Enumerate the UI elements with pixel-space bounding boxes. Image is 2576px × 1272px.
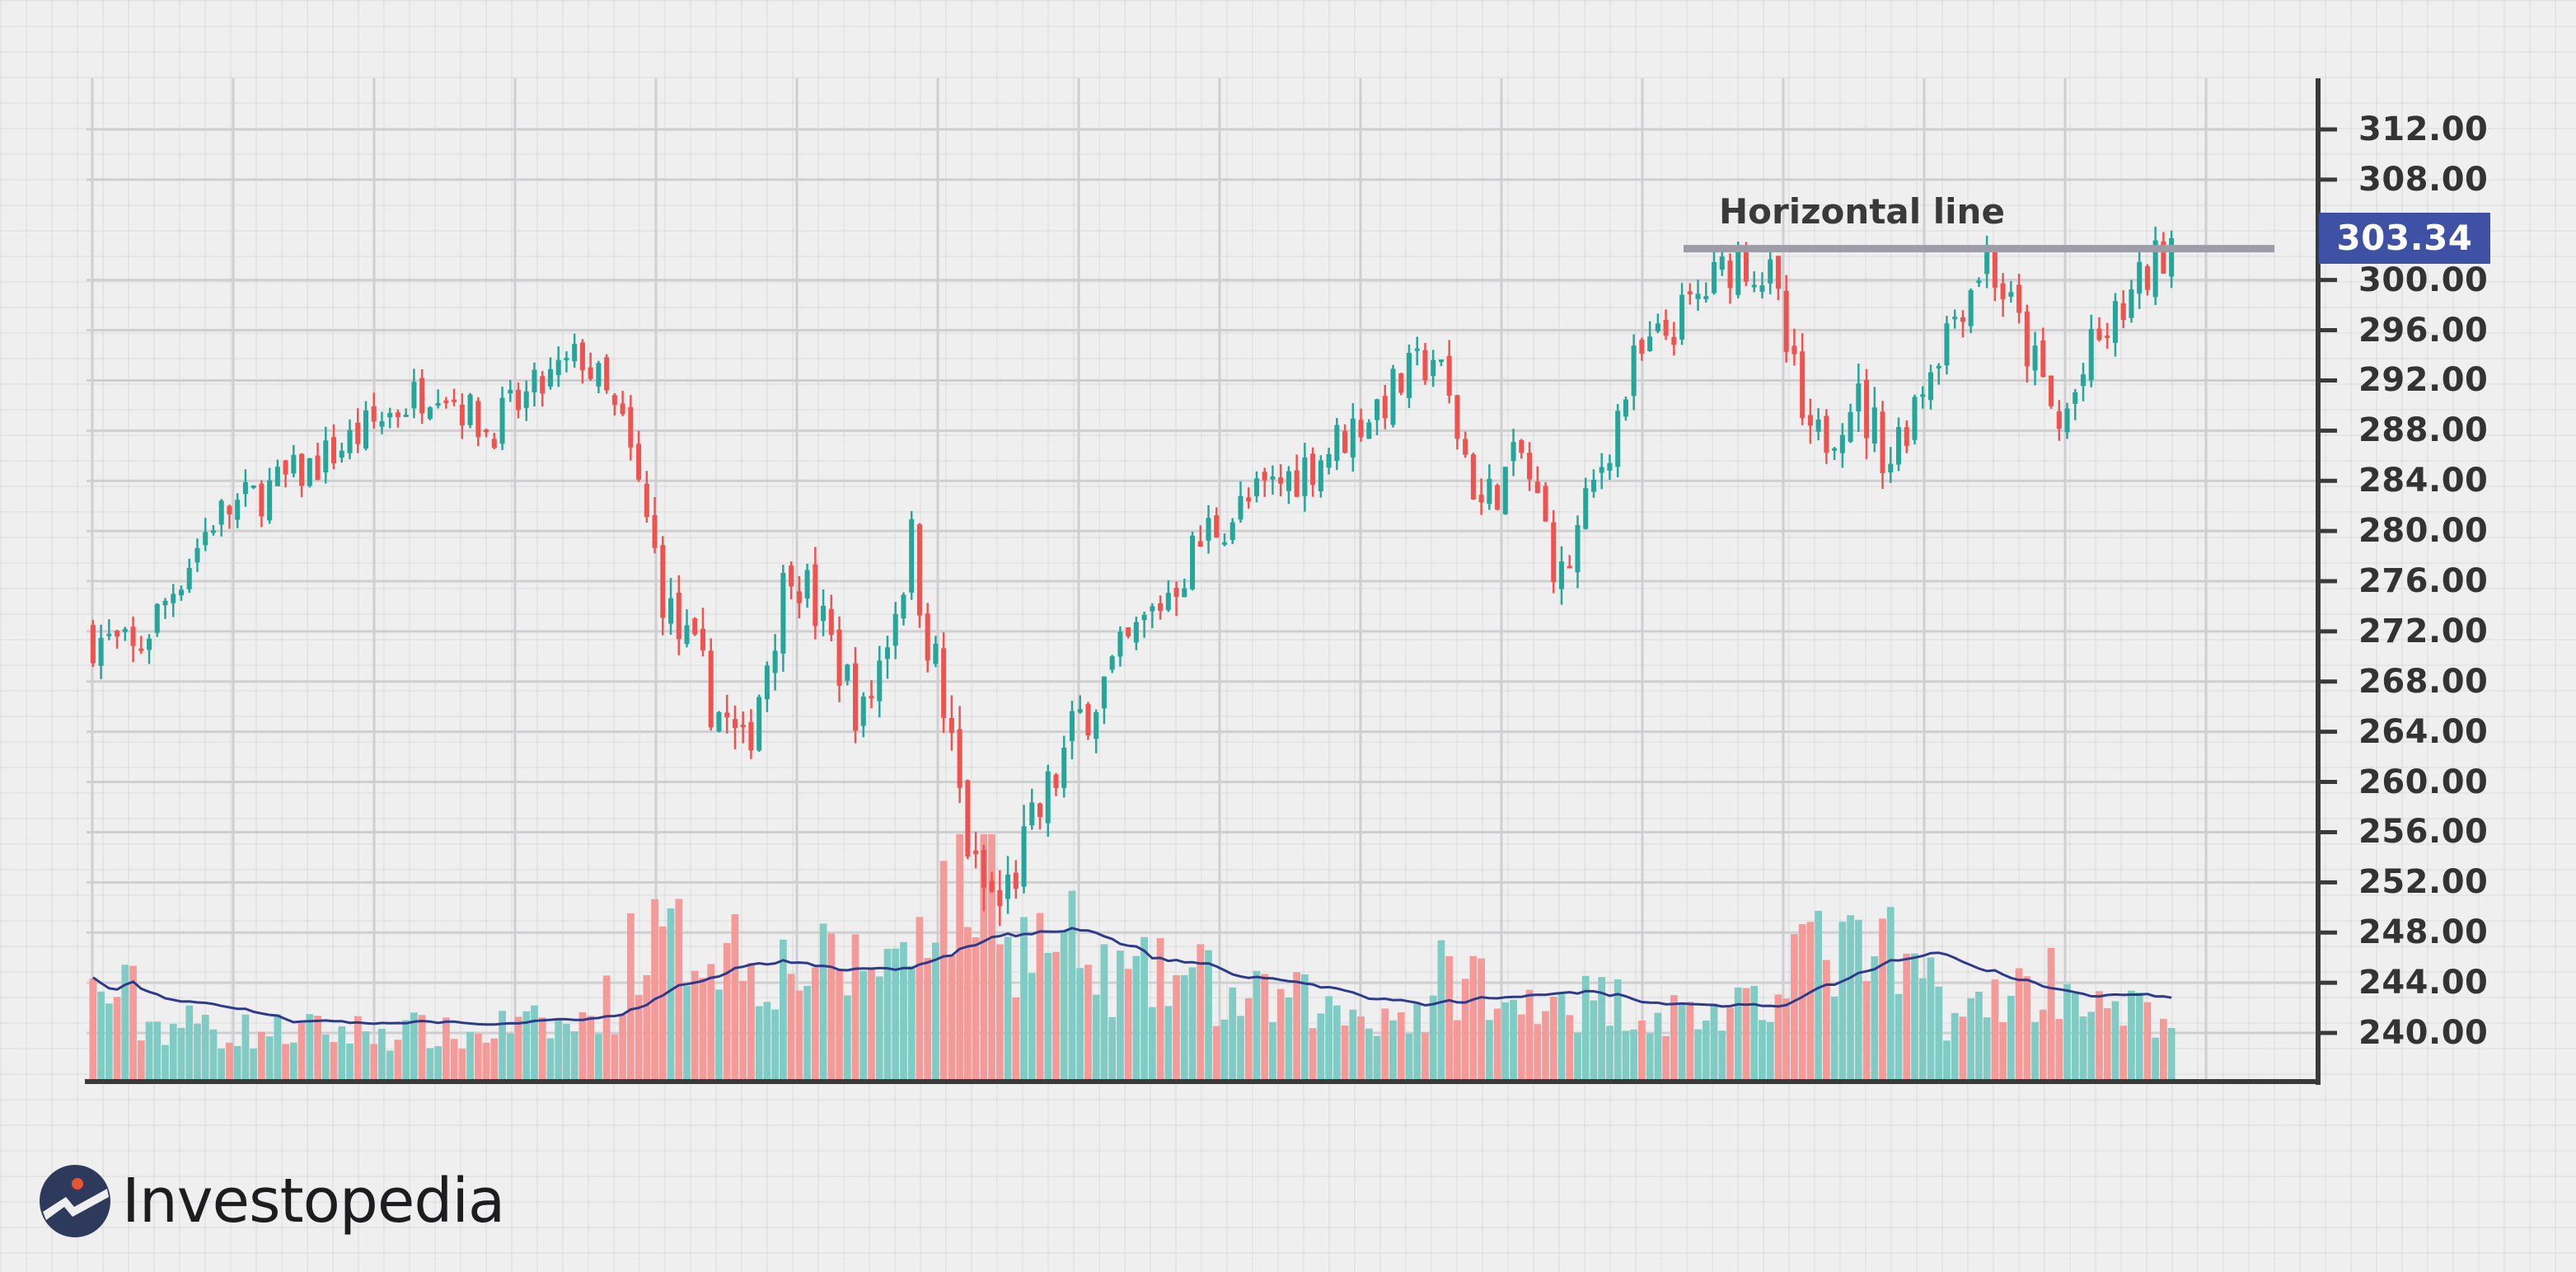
y-axis-tick-label: 300.00 [2358,261,2489,299]
y-axis-tick-label: 244.00 [2358,964,2489,1002]
y-axis-tick-label: 264.00 [2358,712,2489,751]
y-axis-tick-label: 248.00 [2358,913,2489,952]
y-axis-tick-label: 276.00 [2358,562,2489,600]
y-axis-tick-label: 312.00 [2358,110,2489,148]
investopedia-wordmark: Investopedia [122,1166,505,1237]
price-candles [90,226,2175,927]
horizontal-line-label: Horizontal line [1719,191,2005,232]
volume-moving-average-line [92,927,2172,1026]
y-axis-tick-label: 288.00 [2358,411,2489,450]
y-axis-tick-label: 280.00 [2358,512,2489,551]
y-axis-tick-label: 284.00 [2358,462,2489,500]
y-axis-tick-label: 260.00 [2358,763,2489,801]
investopedia-logo: Investopedia [38,1164,505,1238]
y-axis-tick-label: 256.00 [2358,813,2489,852]
last-price-badge: 303.34 [2319,212,2490,264]
volume-bars [89,834,2176,1082]
y-axis-tick-label: 296.00 [2358,311,2489,350]
investopedia-logo-mark-icon [40,1165,110,1237]
y-axis-tick-label: 292.00 [2358,361,2489,400]
y-axis-tick-label: 268.00 [2358,662,2489,701]
y-axis-tick-label: 308.00 [2358,160,2489,199]
chart-axes [85,78,2337,1085]
y-axis-tick-label: 252.00 [2358,863,2489,902]
y-axis-tick-label: 240.00 [2358,1014,2489,1052]
y-axis-tick-label: 272.00 [2358,612,2489,650]
